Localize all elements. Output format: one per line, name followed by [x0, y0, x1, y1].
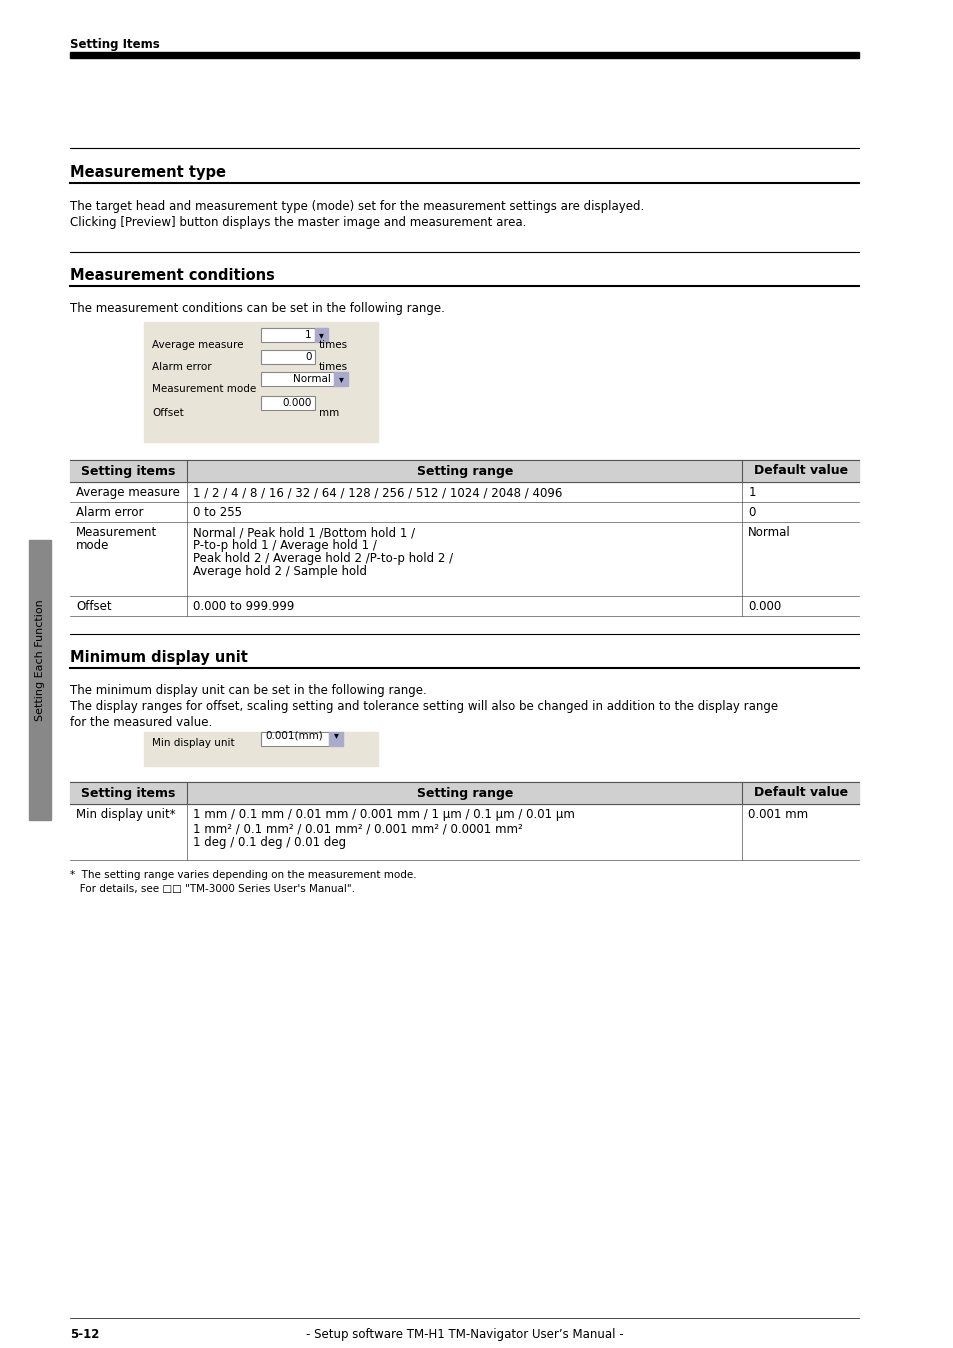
Text: 5-12: 5-12: [71, 1328, 99, 1341]
Text: Offset: Offset: [152, 408, 184, 418]
Text: ▾: ▾: [338, 373, 343, 384]
Text: Measurement: Measurement: [76, 526, 157, 539]
Text: 0.001(mm): 0.001(mm): [265, 731, 322, 740]
Text: Average measure: Average measure: [76, 487, 180, 499]
Text: times: times: [318, 363, 347, 372]
Text: Default value: Default value: [753, 786, 847, 799]
Text: The display ranges for offset, scaling setting and tolerance setting will also b: The display ranges for offset, scaling s…: [71, 700, 778, 713]
Text: Measurement conditions: Measurement conditions: [71, 268, 274, 283]
Text: - Setup software TM-H1 TM-Navigator User’s Manual -: - Setup software TM-H1 TM-Navigator User…: [306, 1328, 623, 1341]
FancyBboxPatch shape: [261, 372, 334, 386]
Text: 0: 0: [747, 506, 755, 519]
Text: Minimum display unit: Minimum display unit: [71, 650, 248, 665]
Text: 1 mm² / 0.1 mm² / 0.01 mm² / 0.001 mm² / 0.0001 mm²: 1 mm² / 0.1 mm² / 0.01 mm² / 0.001 mm² /…: [193, 822, 522, 834]
Text: 0.000: 0.000: [282, 398, 312, 408]
Text: Average hold 2 / Sample hold: Average hold 2 / Sample hold: [193, 565, 367, 578]
FancyBboxPatch shape: [261, 732, 329, 745]
Bar: [144, 322, 377, 442]
FancyBboxPatch shape: [261, 328, 314, 342]
Text: Setting Each Function: Setting Each Function: [35, 599, 45, 721]
Text: 1: 1: [305, 330, 312, 340]
Text: 1: 1: [747, 487, 755, 499]
Text: Min display unit: Min display unit: [152, 737, 234, 748]
Text: 1 / 2 / 4 / 8 / 16 / 32 / 64 / 128 / 256 / 512 / 1024 / 2048 / 4096: 1 / 2 / 4 / 8 / 16 / 32 / 64 / 128 / 256…: [193, 487, 561, 499]
Text: 0: 0: [305, 352, 312, 363]
Text: P-to-p hold 1 / Average hold 1 /: P-to-p hold 1 / Average hold 1 /: [193, 539, 376, 551]
Text: The target head and measurement type (mode) set for the measurement settings are: The target head and measurement type (mo…: [71, 200, 643, 213]
Text: 0.000: 0.000: [747, 600, 781, 613]
Bar: [144, 732, 377, 766]
Text: Peak hold 2 / Average hold 2 /P-to-p hold 2 /: Peak hold 2 / Average hold 2 /P-to-p hol…: [193, 551, 453, 565]
Text: Setting items: Setting items: [81, 465, 175, 477]
Text: 0.000 to 999.999: 0.000 to 999.999: [193, 600, 294, 613]
Bar: [71, 460, 859, 483]
Text: Average measure: Average measure: [152, 340, 243, 350]
Bar: [30, 541, 51, 820]
Text: Setting Items: Setting Items: [71, 38, 160, 51]
Text: ▾: ▾: [318, 330, 324, 340]
Text: Setting range: Setting range: [416, 465, 513, 477]
Bar: [71, 782, 859, 803]
Text: For details, see □□ "TM-3000 Series User's Manual".: For details, see □□ "TM-3000 Series User…: [71, 884, 355, 894]
Text: 1 mm / 0.1 mm / 0.01 mm / 0.001 mm / 1 μm / 0.1 μm / 0.01 μm: 1 mm / 0.1 mm / 0.01 mm / 0.001 mm / 1 μ…: [193, 807, 574, 821]
Text: mm: mm: [318, 408, 338, 418]
Text: Alarm error: Alarm error: [76, 506, 143, 519]
FancyBboxPatch shape: [261, 396, 314, 410]
Text: 0.001 mm: 0.001 mm: [747, 807, 807, 821]
Bar: [71, 53, 859, 58]
Text: Alarm error: Alarm error: [152, 363, 212, 372]
Text: Setting items: Setting items: [81, 786, 175, 799]
Text: The measurement conditions can be set in the following range.: The measurement conditions can be set in…: [71, 302, 444, 315]
Text: *  The setting range varies depending on the measurement mode.: * The setting range varies depending on …: [71, 869, 416, 880]
Text: Measurement type: Measurement type: [71, 164, 226, 181]
FancyBboxPatch shape: [261, 350, 314, 364]
Text: Setting range: Setting range: [416, 786, 513, 799]
Text: Clicking [Preview] button displays the master image and measurement area.: Clicking [Preview] button displays the m…: [71, 216, 526, 229]
Text: mode: mode: [76, 539, 110, 551]
Text: The minimum display unit can be set in the following range.: The minimum display unit can be set in t…: [71, 683, 426, 697]
Text: Offset: Offset: [76, 600, 112, 613]
Text: Measurement mode: Measurement mode: [152, 384, 256, 394]
Bar: [334, 372, 348, 386]
Text: 0 to 255: 0 to 255: [193, 506, 242, 519]
Text: Min display unit*: Min display unit*: [76, 807, 175, 821]
Text: Normal / Peak hold 1 /Bottom hold 1 /: Normal / Peak hold 1 /Bottom hold 1 /: [193, 526, 415, 539]
Text: times: times: [318, 340, 347, 350]
Text: 1 deg / 0.1 deg / 0.01 deg: 1 deg / 0.1 deg / 0.01 deg: [193, 836, 346, 849]
Text: ▾: ▾: [334, 731, 338, 740]
Text: for the measured value.: for the measured value.: [71, 716, 213, 729]
Bar: [314, 328, 328, 342]
Text: Default value: Default value: [753, 465, 847, 477]
Text: Normal: Normal: [294, 373, 331, 384]
Text: Normal: Normal: [747, 526, 790, 539]
Bar: [329, 732, 342, 745]
